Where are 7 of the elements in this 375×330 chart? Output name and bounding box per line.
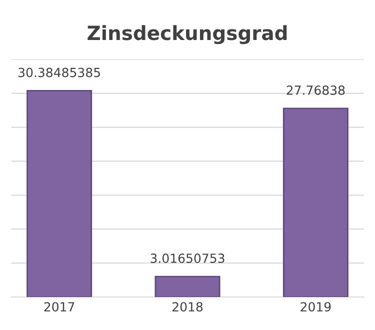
x-tick-label: 2019 bbox=[300, 302, 331, 312]
chart-title: Zinsdeckungsgrad bbox=[88, 25, 287, 44]
x-tick-label: 2017 bbox=[44, 302, 74, 312]
x-tick-label: 2018 bbox=[172, 302, 203, 312]
data-label: 27.76838 bbox=[286, 86, 345, 95]
data-label: 30.38485385 bbox=[18, 68, 100, 78]
data-label: 3.01650753 bbox=[150, 254, 224, 263]
